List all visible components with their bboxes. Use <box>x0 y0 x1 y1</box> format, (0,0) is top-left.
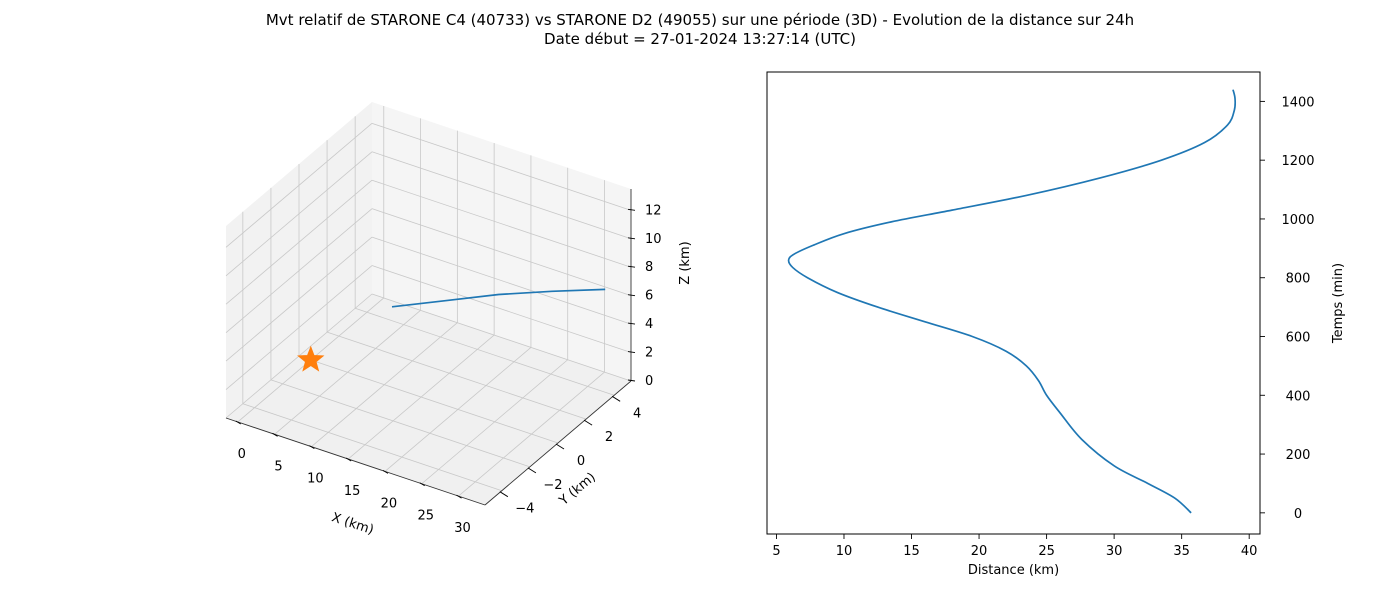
x-tick-mark-3d <box>309 445 315 450</box>
z-tick-mark-3d <box>627 208 636 211</box>
x-tick-mark-3d <box>235 420 242 425</box>
ticks-3d: 0 5 10 15 20 25 30 −4 −2 0 2 4 0 2 4 6 8 10 12 <box>235 203 662 536</box>
y-tick-mark-3d <box>555 443 565 450</box>
x-tick-label-distance: 20 <box>971 544 988 559</box>
origin-star-marker <box>297 345 325 372</box>
grid-line-y-floor <box>242 403 502 492</box>
x-tick-mark-3d <box>456 494 462 499</box>
z-tick-label-3d: 10 <box>645 232 662 247</box>
distance-series-line <box>787 89 1237 514</box>
grid-line-y-floor <box>298 355 559 444</box>
z-tick-label-3d: 4 <box>645 317 653 332</box>
z-tick-mark-3d <box>627 322 636 325</box>
z-tick-label-3d: 0 <box>645 374 653 389</box>
z-tick-mark-3d <box>627 379 636 382</box>
grid-line-y-floor <box>326 331 587 420</box>
x-tick-label-distance: 10 <box>836 544 853 559</box>
x-axis-label-distance: Distance (km) <box>968 563 1059 578</box>
axes-3d <box>225 189 632 506</box>
y-tick-label-3d: 4 <box>633 406 641 421</box>
x-axis-label-3d: X (km) <box>330 510 376 538</box>
z-tick-label-3d: 8 <box>645 260 653 275</box>
grid-line-z-back <box>371 122 632 211</box>
y-tick-label-3d: −4 <box>515 502 534 517</box>
series-3d <box>297 288 606 372</box>
x-tick-label-distance: 25 <box>1038 544 1055 559</box>
y-tick-label-temps: 200 <box>1286 448 1311 463</box>
y-tick-label-temps: 1000 <box>1281 213 1314 228</box>
grid-line-z-back <box>371 236 632 325</box>
figure-title-line2: Date début = 27-01-2024 13:27:14 (UTC) <box>544 30 856 48</box>
grid-line-z-back <box>371 293 632 382</box>
y-tick-mark-3d <box>611 395 621 402</box>
x-tick-mark-3d <box>382 470 389 474</box>
pane-back <box>372 102 631 381</box>
y-tick-mark-3d <box>499 491 509 498</box>
grid-line-y-floor <box>270 379 531 468</box>
y-tick-label-3d: 0 <box>577 454 585 469</box>
y-axis-line-3d <box>484 380 632 506</box>
grid-3d <box>225 105 632 497</box>
z-tick-mark-3d <box>627 351 636 354</box>
y-tick-label-temps: 0 <box>1294 507 1302 522</box>
figure-title-line1: Mvt relatif de STARONE C4 (40733) vs STA… <box>266 11 1134 29</box>
x-tick-label-distance: 5 <box>772 544 780 559</box>
x-tick-label-3d: 5 <box>274 459 282 474</box>
z-tick-mark-3d <box>627 237 636 240</box>
grid-line-z-left <box>225 265 373 390</box>
trajectory-3d-line <box>391 288 606 308</box>
x-tick-label-3d: 15 <box>344 484 361 499</box>
y-tick-label-temps: 400 <box>1286 389 1311 404</box>
grid-line-z-left <box>225 236 373 362</box>
grid-line-z-back <box>371 179 632 268</box>
y-tick-label-temps: 1400 <box>1281 95 1314 110</box>
z-tick-mark-3d <box>627 265 636 268</box>
grid-line-z-left <box>225 151 373 277</box>
z-tick-label-3d: 12 <box>645 203 662 218</box>
x-tick-label-3d: 10 <box>307 472 324 487</box>
x-tick-label-3d: 30 <box>454 521 471 536</box>
y-axis-label-temps: Temps (min) <box>1331 263 1346 344</box>
y-tick-label-3d: 2 <box>605 430 613 445</box>
grid-line-z-left <box>225 179 373 305</box>
y-tick-label-temps: 600 <box>1286 331 1311 346</box>
y-tick-label-3d: −2 <box>543 478 562 493</box>
x-tick-label-3d: 0 <box>238 447 246 462</box>
y-tick-mark-3d <box>583 419 593 426</box>
z-axis-label-3d: Z (km) <box>678 241 693 284</box>
x-tick-label-distance: 30 <box>1106 544 1123 559</box>
grid-line-z-back <box>371 265 632 353</box>
x-tick-mark-3d <box>272 432 278 437</box>
chart-distance-vs-time: 5 10 15 20 25 30 35 400200400600800100012001400… <box>766 71 1346 578</box>
grid-line-y-floor <box>355 307 615 396</box>
x-tick-label-3d: 25 <box>417 509 434 524</box>
grid-line-z-back <box>371 151 632 240</box>
y-tick-label-temps: 1200 <box>1281 154 1314 169</box>
grid-line-z-left <box>225 208 373 333</box>
x-tick-mark-3d <box>419 482 425 487</box>
z-tick-label-3d: 6 <box>645 289 653 304</box>
x-tick-label-distance: 15 <box>903 544 920 559</box>
y-tick-label-temps: 800 <box>1286 272 1311 287</box>
grid-line-z-left <box>225 123 373 248</box>
x-tick-mark-3d <box>345 457 352 462</box>
x-tick-label-3d: 20 <box>381 496 398 511</box>
x-axis-line-3d <box>225 417 486 506</box>
z-tick-label-3d: 2 <box>645 346 653 361</box>
y-tick-mark-3d <box>527 467 537 474</box>
x-tick-label-distance: 35 <box>1173 544 1190 559</box>
grid-line-z-back <box>371 208 632 297</box>
z-tick-mark-3d <box>627 294 636 297</box>
plot-frame <box>766 71 1261 535</box>
x-tick-label-distance: 40 <box>1241 544 1258 559</box>
